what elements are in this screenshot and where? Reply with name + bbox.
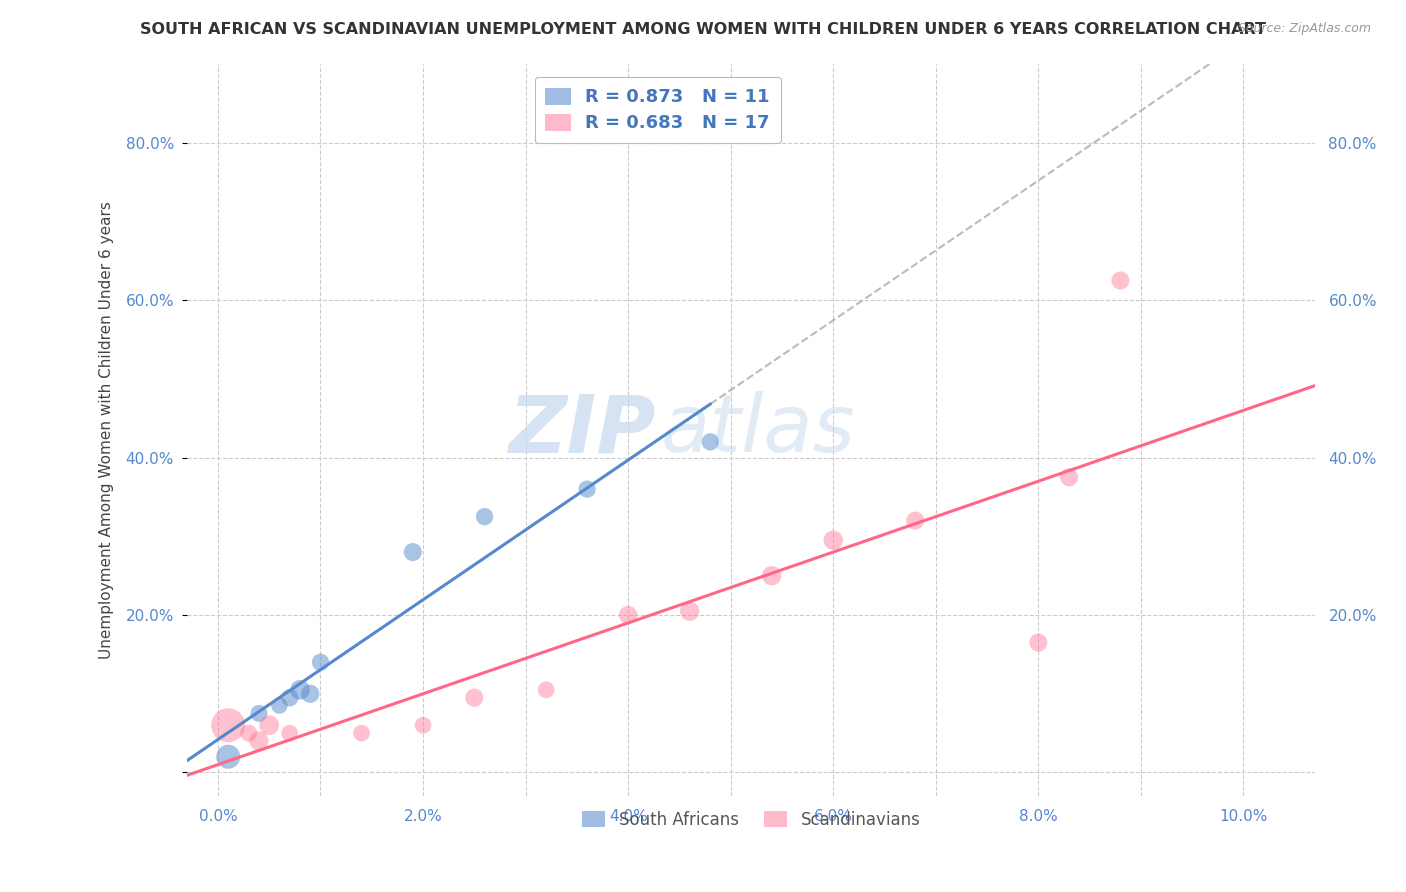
Point — [288, 682, 311, 697]
Point — [412, 718, 434, 732]
Point — [309, 655, 332, 669]
Point — [278, 690, 301, 705]
Point — [299, 687, 322, 701]
Point — [679, 604, 702, 618]
Point — [217, 749, 239, 764]
Legend: South Africans, Scandinavians: South Africans, Scandinavians — [575, 804, 927, 835]
Point — [247, 706, 270, 721]
Point — [904, 514, 927, 528]
Point — [474, 509, 496, 524]
Point — [238, 726, 260, 740]
Y-axis label: Unemployment Among Women with Children Under 6 years: Unemployment Among Women with Children U… — [100, 201, 114, 659]
Point — [217, 718, 239, 732]
Point — [534, 682, 557, 697]
Point — [617, 608, 640, 623]
Point — [699, 434, 721, 449]
Point — [1028, 635, 1050, 649]
Point — [247, 734, 270, 748]
Text: atlas: atlas — [661, 391, 856, 469]
Point — [278, 726, 301, 740]
Point — [576, 482, 599, 496]
Point — [823, 533, 845, 548]
Text: ZIP: ZIP — [508, 391, 655, 469]
Point — [269, 698, 291, 713]
Point — [1109, 273, 1132, 287]
Point — [761, 568, 783, 582]
Text: SOUTH AFRICAN VS SCANDINAVIAN UNEMPLOYMENT AMONG WOMEN WITH CHILDREN UNDER 6 YEA: SOUTH AFRICAN VS SCANDINAVIAN UNEMPLOYME… — [141, 22, 1265, 37]
Point — [257, 718, 280, 732]
Point — [463, 690, 485, 705]
Point — [1057, 470, 1080, 484]
Point — [402, 545, 425, 559]
Point — [350, 726, 373, 740]
Text: Source: ZipAtlas.com: Source: ZipAtlas.com — [1237, 22, 1371, 36]
